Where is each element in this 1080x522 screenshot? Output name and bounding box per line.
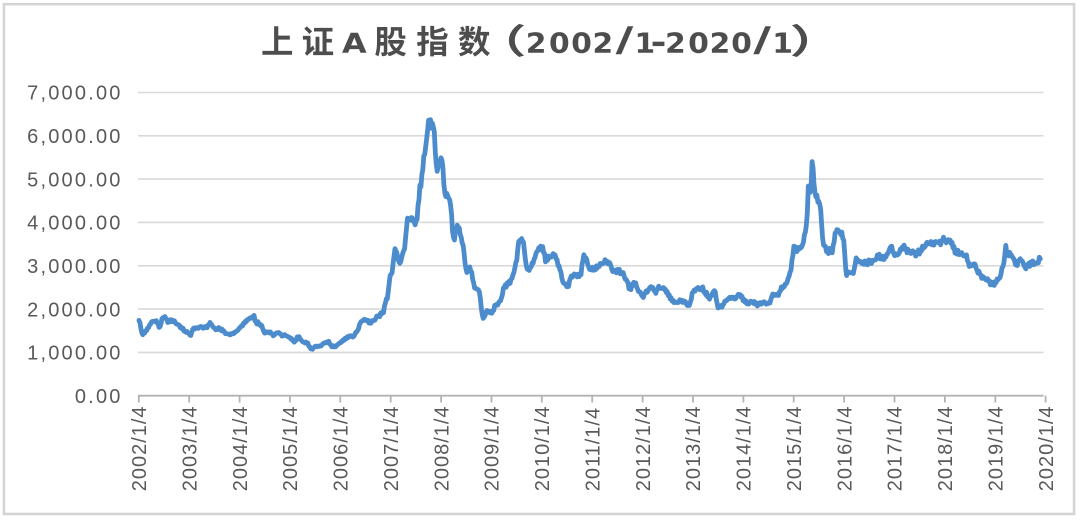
svg-text:2015/1/4: 2015/1/4: [784, 405, 806, 491]
svg-text:2007/1/4: 2007/1/4: [381, 405, 403, 491]
svg-text:2016/1/4: 2016/1/4: [834, 405, 856, 491]
svg-text:2002/1/4: 2002/1/4: [129, 405, 151, 491]
svg-text:3,000.00: 3,000.00: [27, 256, 122, 278]
svg-text:6,000.00: 6,000.00: [27, 126, 122, 148]
svg-text:2019/1/4: 2019/1/4: [986, 405, 1008, 491]
svg-text:1,000.00: 1,000.00: [27, 343, 122, 365]
svg-text:2,000.00: 2,000.00: [27, 299, 122, 321]
svg-text:2005/1/4: 2005/1/4: [280, 405, 302, 491]
svg-text:2003/1/4: 2003/1/4: [179, 405, 201, 491]
svg-text:2008/1/4: 2008/1/4: [431, 405, 453, 491]
svg-text:2020/1/4: 2020/1/4: [1036, 405, 1058, 491]
svg-text:2018/1/4: 2018/1/4: [935, 405, 957, 491]
svg-text:2013/1/4: 2013/1/4: [683, 405, 705, 491]
svg-text:2010/1/4: 2010/1/4: [532, 405, 554, 491]
svg-text:5,000.00: 5,000.00: [27, 169, 122, 191]
svg-text:0.00: 0.00: [75, 386, 123, 408]
svg-text:2012/1/4: 2012/1/4: [633, 405, 655, 491]
svg-text:2004/1/4: 2004/1/4: [230, 405, 252, 491]
svg-text:2006/1/4: 2006/1/4: [331, 405, 353, 491]
svg-text:2011/1/4: 2011/1/4: [582, 407, 604, 491]
svg-text:2014/1/4: 2014/1/4: [734, 405, 756, 491]
svg-text:4,000.00: 4,000.00: [27, 213, 122, 235]
svg-text:2017/1/4: 2017/1/4: [885, 405, 907, 491]
svg-text:7,000.00: 7,000.00: [27, 83, 122, 105]
svg-text:2009/1/4: 2009/1/4: [482, 405, 504, 491]
